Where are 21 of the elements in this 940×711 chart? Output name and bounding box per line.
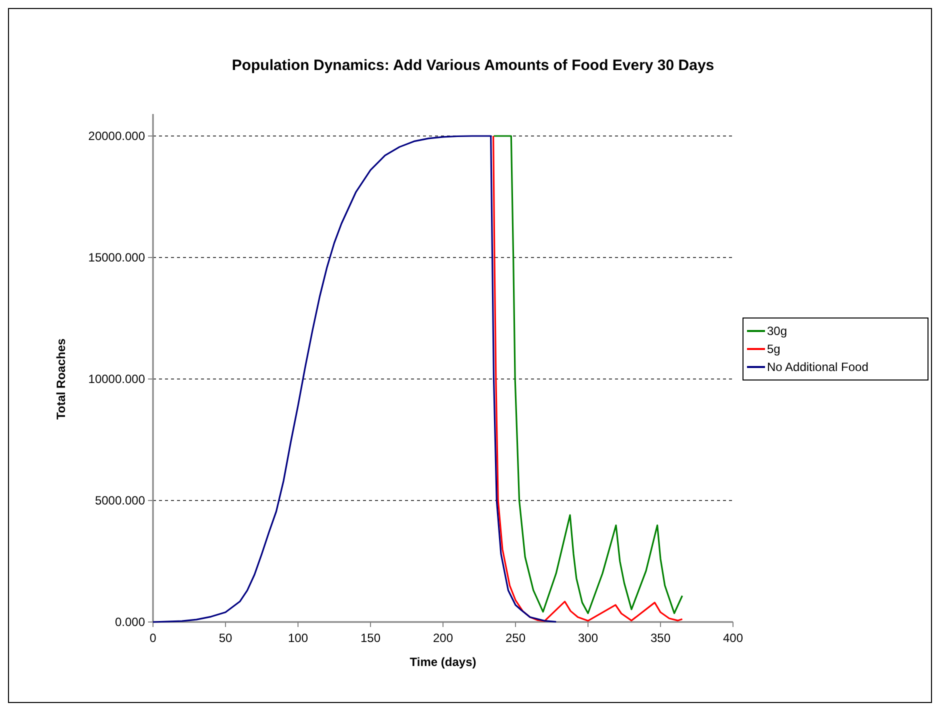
x-axis-title: Time (days) — [410, 655, 476, 669]
x-tick-label: 200 — [432, 631, 454, 645]
y-tick-label: 10000.000 — [88, 372, 146, 386]
y-tick-label: 20000.000 — [88, 129, 146, 144]
x-tick-label: 300 — [578, 631, 598, 645]
legend-label: 30g — [767, 324, 788, 338]
y-tick-label: 0.000 — [114, 615, 146, 630]
y-axis-title: Total Roaches — [54, 338, 68, 420]
y-tick-label: 15000.000 — [88, 250, 146, 265]
x-tick-label: 400 — [722, 631, 744, 645]
x-tick-label: 150 — [360, 631, 381, 645]
line-series — [152, 135, 557, 623]
x-tick-label: 100 — [288, 631, 308, 645]
x-tick-label: 0 — [150, 631, 157, 645]
x-tick-label: 350 — [650, 631, 671, 645]
x-tick-label: 250 — [505, 631, 526, 645]
x-tick-label: 50 — [218, 631, 232, 645]
legend-label: No Additional Food — [767, 360, 868, 374]
legend-label: 5g — [767, 342, 780, 356]
y-tick-label: 5000.000 — [94, 494, 146, 508]
chart-title: Population Dynamics: Add Various Amounts of Food Every 30 Days — [232, 57, 714, 74]
